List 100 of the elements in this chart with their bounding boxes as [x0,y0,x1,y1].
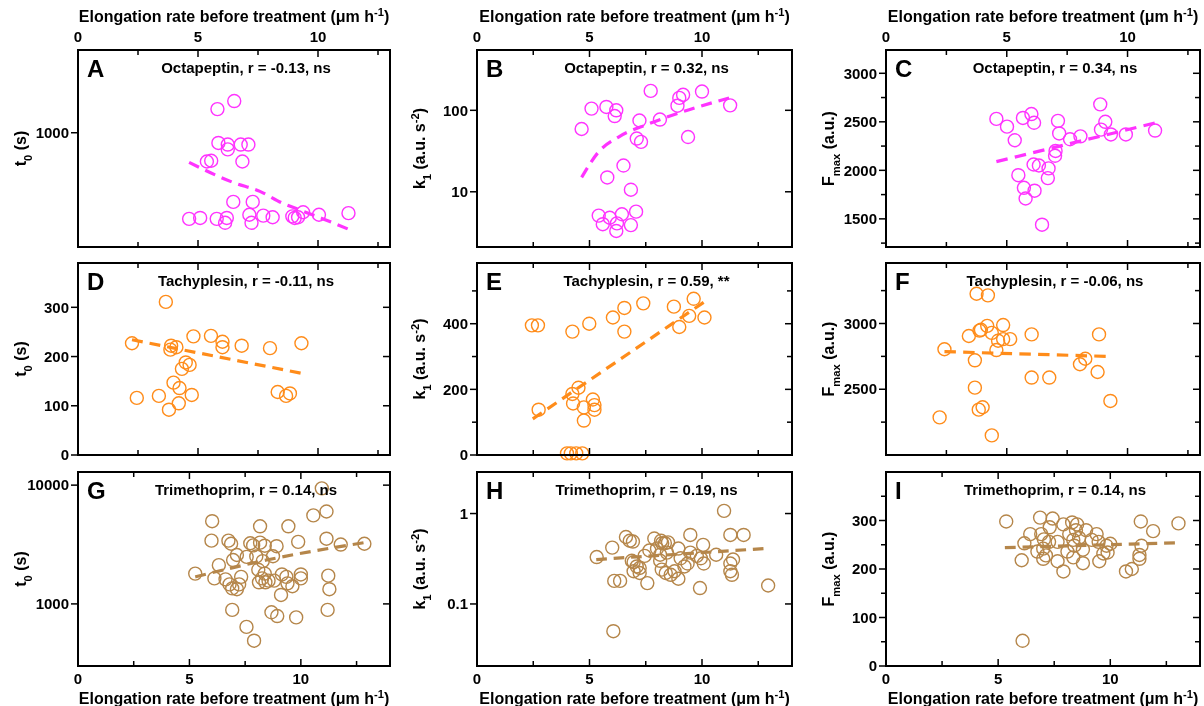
point [257,538,272,553]
point [937,342,952,357]
point [235,154,250,169]
point [736,527,751,543]
point [1060,544,1075,559]
point [1030,544,1045,559]
point [683,545,698,560]
point [174,361,190,377]
point [609,216,625,231]
y-tick-label: 100 [43,397,69,415]
point [563,446,579,461]
point [984,325,999,341]
point [565,386,580,402]
point [999,514,1014,529]
x-tick-label: 5 [585,670,594,687]
point [231,577,247,592]
point [1062,132,1078,147]
point [643,83,658,99]
point [357,536,372,551]
point [1024,370,1039,385]
point [1092,554,1107,569]
point [182,357,197,373]
text: Trimethoprim, r = 0.14, ns [963,481,1147,498]
point [1051,126,1067,141]
point [239,619,254,635]
x-tick-label: 0 [472,28,482,45]
text: Octapeptin, r = 0.32, ns [564,59,729,76]
point [989,342,1004,358]
point [636,296,651,311]
annotation: C [895,55,913,82]
point [252,535,268,550]
x-tick-label: 10 [292,670,310,687]
point [341,205,356,221]
point [574,121,589,137]
point [975,400,990,415]
y-tick-label: 300 [43,298,69,316]
point [1056,517,1071,532]
point [609,103,624,118]
point [647,531,662,546]
point [671,541,686,556]
x-tick-label: 10 [1101,670,1119,687]
point [617,300,632,316]
point [1026,115,1042,130]
point [158,294,174,310]
point [649,541,665,556]
point [1066,532,1081,548]
point [204,153,219,168]
point [129,390,144,406]
point [209,211,224,227]
point [192,210,208,226]
point [692,580,708,596]
point [217,215,233,230]
y-tick-label: 0 [60,446,69,464]
point [605,310,621,325]
point [242,207,257,222]
point [623,217,639,233]
x-tick-label: 5 [193,28,203,45]
point [311,207,327,222]
point [1091,327,1107,342]
point [1048,143,1063,159]
point [640,575,655,591]
point [980,318,995,334]
point [622,533,637,548]
point [617,324,632,339]
point [319,531,334,546]
point [576,400,592,415]
point [1145,523,1161,539]
point [659,545,675,560]
y-tick-label: 2000 [843,161,877,179]
point [204,514,220,529]
point [1047,148,1063,163]
y-tick-label: 2500 [843,113,877,131]
x-tick-label: 5 [185,670,194,687]
x-tick-label: 10 [693,670,711,687]
point [932,410,947,425]
point [672,319,687,335]
point [199,154,215,169]
point [233,569,249,585]
annotation: F [895,268,910,295]
point [1016,180,1032,195]
point [288,610,304,625]
x-tick-label: 10 [309,28,327,45]
point [652,553,668,569]
point [990,333,1006,348]
point [623,182,639,197]
point [229,547,245,563]
point [264,605,279,620]
annotation: D [87,268,105,295]
point [667,564,682,579]
annotation: B [486,55,504,82]
point [629,131,644,146]
point [215,339,230,355]
point [616,158,631,173]
point [227,93,242,109]
point [961,328,977,344]
point [663,567,678,583]
point [215,334,230,349]
x-tick-label: 0 [73,670,83,687]
point [234,338,249,353]
point [587,397,602,413]
